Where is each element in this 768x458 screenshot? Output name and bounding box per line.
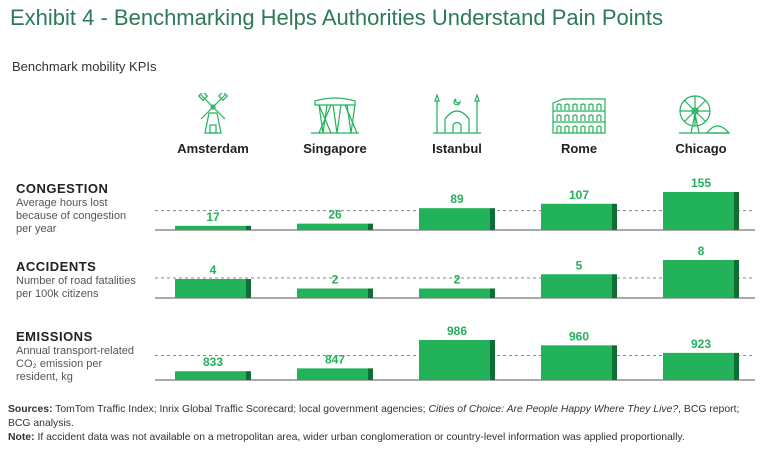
bar-congestion-istanbul xyxy=(419,208,490,230)
city-label-rome: Rome xyxy=(560,141,598,156)
bar-shade-emissions-chicago xyxy=(734,352,739,380)
bar-shade-congestion-amsterdam xyxy=(246,225,251,230)
kpi-title-accidents: ACCIDENTS xyxy=(16,259,97,274)
data-label-congestion-istanbul: 89 xyxy=(450,192,464,206)
bar-shade-congestion-istanbul xyxy=(490,208,495,230)
city-label-istanbul: Istanbul xyxy=(432,141,482,156)
kpi-desc-congestion: Average hours lost because of congestion p… xyxy=(16,197,127,235)
bar-shade-congestion-singapore xyxy=(368,223,373,230)
footnote: Note: If accident data was not available… xyxy=(8,432,685,443)
data-label-accidents-istanbul: 2 xyxy=(454,273,461,287)
bar-shade-emissions-istanbul xyxy=(490,340,495,380)
bar-shade-emissions-amsterdam xyxy=(246,371,251,380)
kpi-title-emissions: EMISSIONS xyxy=(16,329,93,344)
colosseum-icon xyxy=(549,93,609,135)
marina-bay-icon xyxy=(305,93,365,135)
exhibit-title: Exhibit 4 - Benchmarking Helps Authoriti… xyxy=(10,5,664,30)
data-label-emissions-rome: 960 xyxy=(569,329,589,343)
bar-emissions-amsterdam xyxy=(175,371,246,380)
bar-shade-emissions-singapore xyxy=(368,368,373,380)
bar-emissions-singapore xyxy=(297,368,368,380)
chart-subtitle: Benchmark mobility KPIs xyxy=(12,59,157,74)
city-label-chicago: Chicago xyxy=(675,141,727,156)
data-label-emissions-istanbul: 986 xyxy=(447,324,467,338)
bar-accidents-chicago xyxy=(663,260,734,298)
bar-shade-accidents-chicago xyxy=(734,260,739,298)
data-label-congestion-singapore: 26 xyxy=(328,208,342,222)
bar-accidents-singapore xyxy=(297,288,368,298)
data-label-congestion-rome: 107 xyxy=(569,188,589,202)
city-label-singapore: Singapore xyxy=(303,141,367,156)
bar-congestion-chicago xyxy=(663,192,734,230)
bar-shade-accidents-amsterdam xyxy=(246,279,251,298)
kpi-desc-emissions: Annual transport-related CO₂ emission per… xyxy=(16,345,135,383)
data-label-emissions-singapore: 847 xyxy=(325,352,345,366)
mosque-icon xyxy=(427,93,487,135)
data-label-accidents-singapore: 2 xyxy=(332,273,339,287)
bar-emissions-chicago xyxy=(663,352,734,380)
bar-shade-accidents-singapore xyxy=(368,288,373,298)
kpi-title-congestion: CONGESTION xyxy=(16,181,109,196)
bar-shade-congestion-rome xyxy=(612,203,617,230)
bar-accidents-amsterdam xyxy=(175,279,246,298)
data-label-congestion-chicago: 155 xyxy=(691,176,711,190)
data-label-emissions-chicago: 923 xyxy=(691,337,711,351)
city-label-amsterdam: Amsterdam xyxy=(177,141,249,156)
kpi-desc-accidents: Number of road fatalities per 100k citize… xyxy=(16,275,136,300)
bar-emissions-istanbul xyxy=(419,340,490,380)
data-label-accidents-chicago: 8 xyxy=(698,244,705,258)
windmill-icon xyxy=(183,90,243,135)
sources-note: Sources: TomTom Traffic Index; Inrix Glo… xyxy=(8,404,740,429)
bar-shade-congestion-chicago xyxy=(734,192,739,230)
ferris-wheel-icon xyxy=(671,93,731,135)
bar-shade-emissions-rome xyxy=(612,345,617,380)
bar-congestion-singapore xyxy=(297,223,368,230)
bar-accidents-istanbul xyxy=(419,288,490,298)
bar-emissions-rome xyxy=(541,345,612,380)
bar-accidents-rome xyxy=(541,274,612,298)
bar-congestion-amsterdam xyxy=(175,225,246,230)
data-label-accidents-amsterdam: 4 xyxy=(210,263,217,277)
data-label-congestion-amsterdam: 17 xyxy=(206,210,220,224)
bar-congestion-rome xyxy=(541,203,612,230)
bar-shade-accidents-rome xyxy=(612,274,617,298)
bar-shade-accidents-istanbul xyxy=(490,288,495,298)
data-label-emissions-amsterdam: 833 xyxy=(203,355,223,369)
data-label-accidents-rome: 5 xyxy=(576,258,583,272)
